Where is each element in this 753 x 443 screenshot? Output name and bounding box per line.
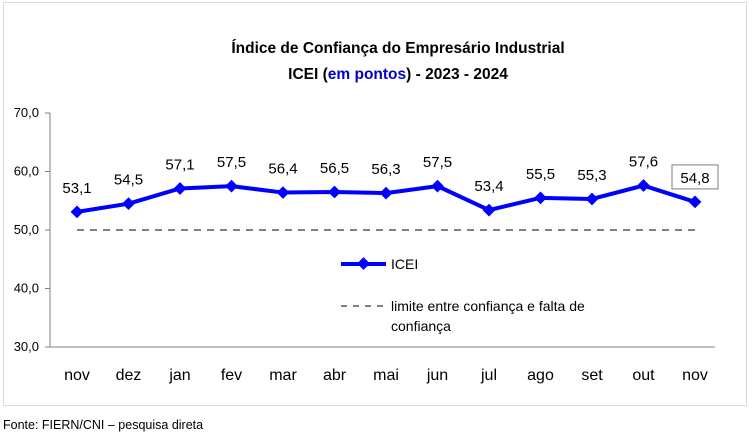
data-point: [688, 195, 702, 209]
x-tick-label: mai: [373, 367, 399, 384]
x-tick-label: ago: [527, 367, 554, 384]
data-point: [328, 185, 341, 199]
data-label: 57,6: [629, 154, 658, 171]
x-tick-label: jun: [426, 367, 448, 384]
x-tick-label: nov: [682, 367, 708, 384]
data-point: [534, 191, 547, 205]
x-tick-label: jan: [168, 367, 190, 384]
chart-title-line1: Índice de Confiança do Empresário Indust…: [231, 40, 564, 57]
data-label: 56,5: [320, 160, 349, 177]
data-point: [482, 203, 496, 217]
legend-reference-label-line2: confiança: [391, 318, 451, 334]
data-point: [70, 205, 84, 219]
x-tick-label: set: [581, 367, 603, 384]
x-tick-label: mar: [269, 367, 297, 384]
data-label: 55,5: [526, 166, 555, 183]
y-tick-label: 50,0: [14, 222, 39, 237]
data-point: [585, 192, 599, 206]
data-label: 57,5: [217, 154, 246, 171]
data-point: [431, 179, 444, 193]
legend-icei-marker: [357, 257, 370, 270]
legend: ICEI limite entre confiança e falta de c…: [341, 256, 585, 334]
chart-title-line2: ICEI (em pontos) - 2023 - 2024: [288, 66, 508, 83]
legend-icei-label: ICEI: [391, 256, 418, 272]
y-tick-label: 40,0: [14, 281, 39, 296]
data-label: 53,1: [62, 180, 91, 197]
x-tick-label: dez: [116, 367, 142, 384]
data-label: 55,3: [577, 167, 606, 184]
data-label: 54,8: [680, 170, 709, 187]
data-label: 57,1: [165, 156, 194, 173]
chart: Índice de Confiança do Empresário Indust…: [14, 40, 719, 384]
legend-reference-label-line1: limite entre confiança e falta de: [391, 298, 585, 314]
data-point: [379, 186, 393, 200]
x-tick-label: abr: [323, 367, 347, 384]
y-tick-label: 60,0: [14, 164, 39, 179]
y-tick-label: 30,0: [14, 339, 39, 354]
data-point: [173, 182, 187, 195]
y-tick-label: 70,0: [14, 105, 39, 120]
chart-frame: [3, 2, 747, 406]
x-tick-label: nov: [64, 367, 90, 384]
x-tick-label: jul: [480, 367, 497, 384]
data-point: [276, 186, 290, 199]
data-label: 53,4: [474, 178, 503, 195]
data-label: 57,5: [423, 154, 452, 171]
data-point: [637, 179, 650, 192]
x-tick-label: out: [632, 367, 655, 384]
source-note: Fonte: FIERN/CNI – pesquisa direta: [3, 418, 204, 432]
data-label: 56,4: [268, 161, 297, 178]
data-point: [122, 197, 135, 211]
data-label: 56,3: [371, 161, 400, 178]
data-label-box: [671, 164, 719, 190]
x-tick-label: fev: [221, 367, 242, 384]
data-label: 54,5: [114, 172, 143, 189]
data-point: [225, 179, 238, 193]
